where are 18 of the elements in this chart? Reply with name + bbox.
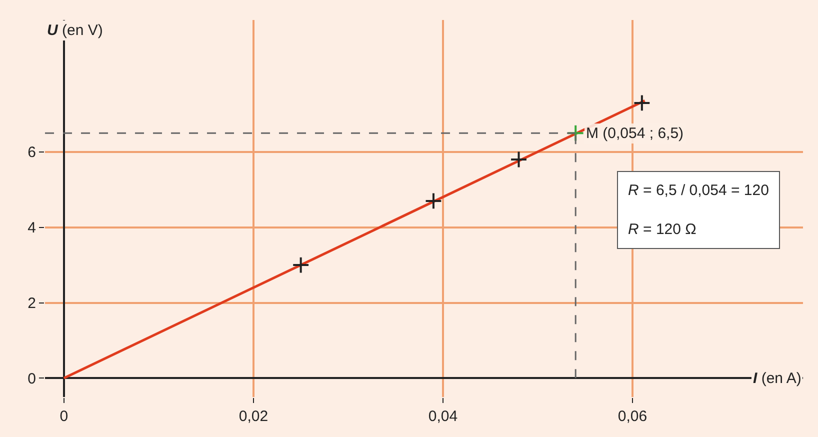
y-tick-label: 4 bbox=[28, 220, 36, 237]
point bbox=[424, 192, 442, 210]
annotation: R = 120 Ω bbox=[628, 221, 696, 238]
x-tick-label: 0,06 bbox=[618, 408, 648, 425]
annotation: R = 6,5 / 0,054 = 120 bbox=[628, 182, 769, 199]
annotation: M (0,054 ; 6,5) bbox=[586, 125, 684, 142]
point bbox=[566, 124, 584, 142]
x-axis-title: I (en A) bbox=[753, 370, 802, 387]
x-tick-label: 0 bbox=[60, 408, 68, 425]
y-axis-title: U (en V) bbox=[47, 22, 103, 39]
y-tick-label: 6 bbox=[28, 144, 36, 162]
x-tick-label: 0,02 bbox=[238, 408, 268, 425]
point bbox=[633, 94, 651, 112]
y-tick-label: 0 bbox=[28, 370, 36, 388]
y-tick-label: 2 bbox=[28, 295, 36, 312]
point bbox=[510, 150, 528, 168]
point bbox=[292, 256, 310, 274]
x-tick-label: 0,04 bbox=[428, 408, 458, 425]
